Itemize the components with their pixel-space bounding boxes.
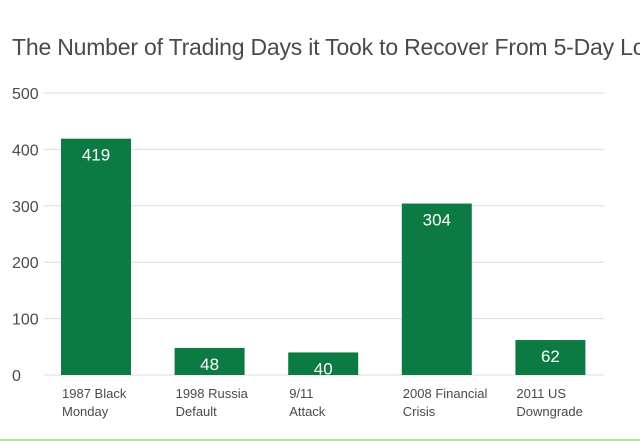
- y-axis-ticks: 0 100 200 300 400 500: [12, 86, 39, 385]
- x-tick-label: 9/11: [289, 386, 313, 401]
- x-tick-label: Default: [176, 404, 218, 419]
- x-tick-label: 2011 US: [516, 386, 566, 401]
- y-tick-label: 500: [12, 86, 39, 103]
- y-tick-label: 400: [12, 142, 39, 159]
- bar: [515, 340, 586, 375]
- x-tick-label: Downgrade: [516, 404, 583, 419]
- chart-title: The Number of Trading Days it Took to Re…: [12, 34, 640, 60]
- y-tick-label: 300: [12, 199, 39, 216]
- bar: [401, 203, 472, 375]
- y-tick-label: 0: [12, 368, 21, 385]
- y-tick-label: 100: [12, 312, 39, 329]
- bar: [288, 352, 359, 375]
- bar-value-labels: 419 48 40 304 62: [82, 146, 560, 379]
- bar-value-label: 419: [82, 146, 110, 165]
- x-tick-label: Monday: [62, 404, 109, 419]
- x-tick-label: 1998 Russia: [176, 386, 249, 401]
- bar-value-label: 40: [314, 359, 333, 378]
- x-tick-label: Crisis: [403, 404, 436, 419]
- x-tick-label: Attack: [289, 404, 326, 419]
- y-tick-label: 200: [12, 255, 39, 272]
- x-tick-label: 2008 Financial: [403, 386, 488, 401]
- bar: [61, 138, 131, 375]
- bar-value-label: 48: [200, 355, 219, 374]
- bar: [174, 347, 245, 375]
- gridlines: [44, 92, 604, 376]
- bar-value-label: 304: [423, 211, 451, 230]
- bars: [61, 138, 586, 375]
- bottom-divider: [0, 439, 640, 441]
- x-tick-label: 1987 Black: [62, 386, 127, 401]
- x-axis-ticks: 1987 Black Monday 1998 Russia Default 9/11 At…: [62, 386, 583, 419]
- bar-value-label: 62: [541, 347, 560, 366]
